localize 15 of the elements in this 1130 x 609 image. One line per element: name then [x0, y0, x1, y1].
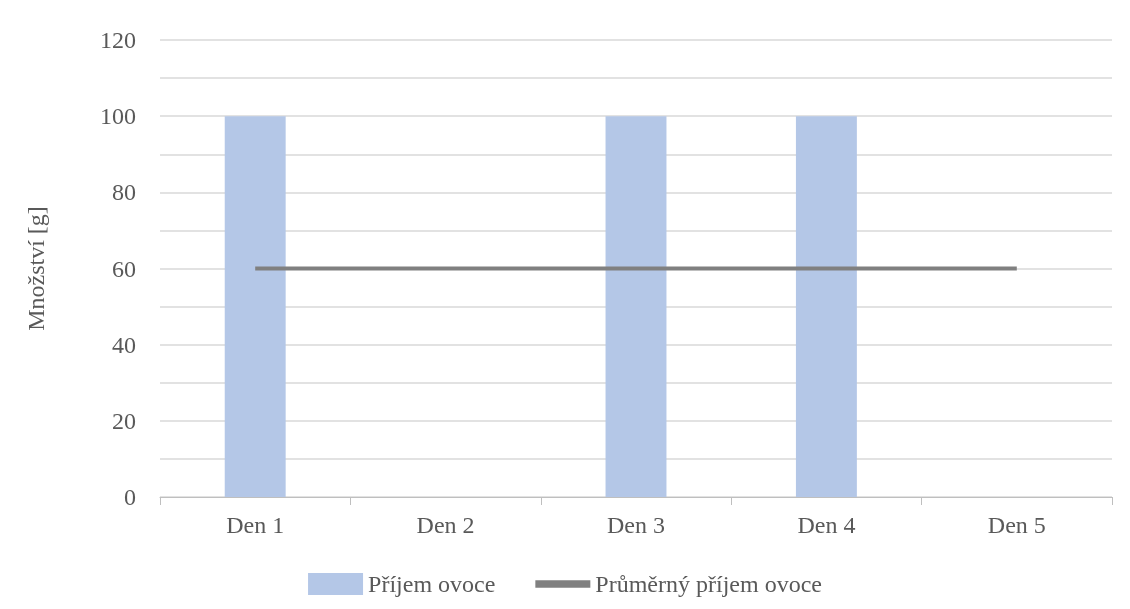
y-tick-label: 0: [124, 484, 136, 510]
y-tick-label: 120: [100, 27, 136, 53]
y-tick-label: 40: [112, 331, 136, 358]
y-tick-label: 20: [112, 407, 136, 434]
x-tick-label: Den 4: [797, 512, 856, 538]
legend-label: Příjem ovoce: [368, 571, 496, 597]
y-tick-label: 100: [100, 103, 136, 130]
x-tick-label: Den 3: [607, 512, 665, 538]
y-axis-title: Množství [g]: [23, 206, 49, 331]
x-tick-label: Den 1: [226, 512, 285, 538]
y-tick-label: 60: [112, 255, 136, 282]
legend-label: Průměrný příjem ovoce: [595, 571, 822, 597]
x-tick-label: Den 2: [416, 512, 475, 538]
y-tick-label: 80: [112, 179, 136, 206]
x-tick-label: Den 5: [987, 512, 1046, 538]
